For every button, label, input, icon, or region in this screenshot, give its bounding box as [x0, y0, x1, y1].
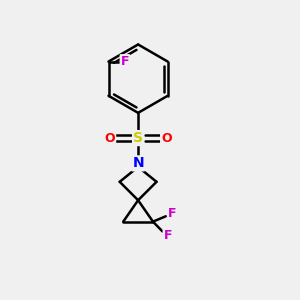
Text: F: F	[121, 55, 129, 68]
Text: S: S	[133, 131, 143, 145]
Text: O: O	[161, 132, 172, 145]
Text: N: N	[132, 156, 144, 170]
Text: F: F	[164, 230, 172, 242]
Text: F: F	[168, 207, 176, 220]
Text: O: O	[105, 132, 115, 145]
